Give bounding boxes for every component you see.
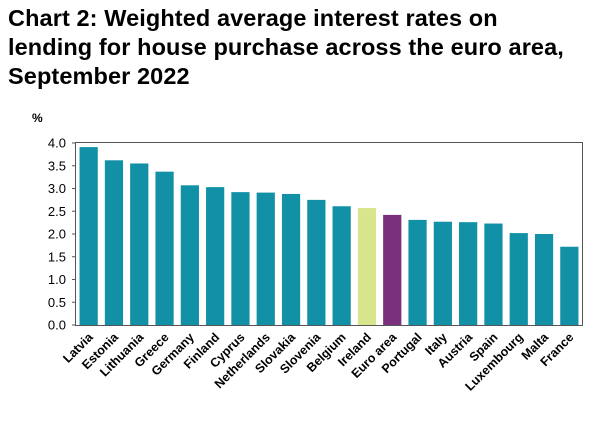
bar-lithuania xyxy=(130,163,149,325)
bar-slovakia xyxy=(281,193,301,325)
bar-netherlands xyxy=(256,192,275,325)
bar-greece xyxy=(155,171,174,325)
y-tick-label: 0.5 xyxy=(48,295,66,310)
plot-area-frame xyxy=(75,142,583,326)
bar-finland xyxy=(206,187,225,325)
bar-malta xyxy=(534,234,554,325)
y-tick-label: 2.5 xyxy=(48,204,66,219)
y-axis-unit-label: % xyxy=(32,111,43,125)
bar-series xyxy=(79,147,579,326)
chart-title: Chart 2: Weighted average interest rates… xyxy=(8,4,608,91)
bar-austria xyxy=(459,222,478,325)
bar-estonia xyxy=(104,160,124,325)
y-tick-label: 4.0 xyxy=(48,136,66,151)
y-axis-ticks: 0.0 0.5 1.0 1.5 2.0 2.5 3.0 3.5 4.0 xyxy=(48,136,76,333)
bar-ireland xyxy=(357,208,377,325)
bar-latvia xyxy=(79,147,98,325)
bar-euro-area xyxy=(383,214,402,325)
y-tick-label: 1.0 xyxy=(48,272,66,287)
bar-italy xyxy=(433,221,452,325)
y-tick-label: 3.5 xyxy=(48,158,66,173)
bar-belgium xyxy=(332,206,351,325)
chart-title-line-2: lending for house purchase across the eu… xyxy=(8,34,564,60)
y-tick-label: 3.0 xyxy=(48,181,66,196)
bar-cyprus xyxy=(231,192,250,325)
bar-france xyxy=(560,246,579,325)
bar-luxembourg xyxy=(509,233,528,325)
y-tick-label: 1.5 xyxy=(48,249,66,264)
chart-title-line-1: Chart 2: Weighted average interest rates… xyxy=(8,5,498,31)
y-tick-label: 0.0 xyxy=(48,318,66,333)
y-tick-label: 2.0 xyxy=(48,227,66,242)
chart-title-line-3: September 2022 xyxy=(8,63,190,89)
bar-spain xyxy=(484,223,503,325)
bar-slovenia xyxy=(307,199,326,326)
x-axis-category-labels: LatviaEstoniaLithuaniaGreeceGermanyFinla… xyxy=(60,329,576,393)
bar-germany xyxy=(180,185,199,325)
bar-portugal xyxy=(408,219,427,325)
